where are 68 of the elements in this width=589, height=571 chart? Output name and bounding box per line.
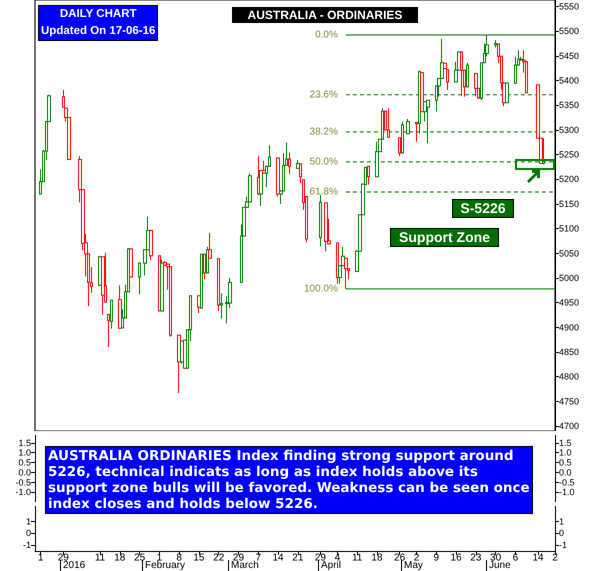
y-tick-label: 5050 — [559, 248, 580, 258]
x-tick-label: 21 — [292, 552, 304, 564]
y-tick-label: 0.5 — [18, 458, 31, 468]
series-label: 23.6% — [310, 89, 338, 100]
candlestick — [319, 194, 322, 247]
y-tick-label: 4800 — [559, 372, 580, 382]
y-tick-label: 5350 — [559, 100, 580, 110]
annotation: AUSTRALIA ORDINARIES Index finding strong support around 5226, technical indicats as long as index holds above its support zone bulls will be favored. Weakness can be seen once index closes and holds below 5226. — [45, 446, 533, 514]
text: March — [228, 560, 259, 571]
y-tick-label: 4900 — [559, 322, 580, 332]
text: May — [401, 560, 423, 571]
x-tick-label: 11 — [352, 552, 363, 564]
y-tick-label: 1 — [26, 516, 31, 526]
text: AUSTRALIA - ORDINARIES — [232, 7, 418, 23]
candlestick — [200, 254, 203, 309]
y-tick-label: 4700 — [559, 421, 580, 432]
annotation: Updated On 17-06-16 — [41, 24, 156, 39]
series-label: 38.2% — [310, 126, 338, 138]
series-label: 50.0% — [310, 156, 338, 168]
y-tick-label: -1 — [22, 540, 31, 550]
series-label: 100.0% — [304, 283, 338, 294]
text: 2016 — [60, 560, 86, 571]
candlestick — [324, 202, 328, 252]
y-tick-label: 0 — [26, 528, 31, 538]
y-tick-label: 1.5 — [18, 438, 31, 448]
y-tick-label: 4750 — [559, 396, 580, 406]
y-tick-label: 5250 — [559, 150, 580, 160]
annotation: DAILY CHART — [58, 7, 138, 22]
y-tick-label: 4850 — [559, 347, 580, 358]
x-tick-label: 22 — [213, 552, 225, 564]
series-label: 0.0% — [315, 30, 338, 41]
x-tick-label: 18 — [371, 552, 383, 564]
y-tick-label: 5450 — [559, 50, 580, 61]
candlestick — [101, 256, 105, 316]
y-tick-label: 0.0 — [18, 467, 31, 478]
candlestick — [474, 73, 478, 97]
x-tick-label: 14 — [532, 552, 544, 564]
candlestick — [160, 259, 164, 312]
candlestick — [138, 262, 141, 295]
y-tick-label: 1.0 — [18, 448, 31, 458]
candlestick — [367, 166, 370, 186]
y-tick-label: 5500 — [559, 26, 580, 36]
candlestick — [387, 108, 390, 138]
x-tick-label: 15 — [193, 552, 205, 564]
y-tick-label: 5550 — [559, 1, 580, 12]
y-tick-label: -1.0 — [15, 487, 31, 498]
candlestick — [336, 242, 339, 284]
annotation: S-5226 — [452, 199, 514, 218]
x-tick-label: 16 — [450, 552, 462, 564]
annotation: Support Zone — [390, 228, 499, 247]
y-tick-label: 5400 — [559, 75, 580, 86]
candlestick — [460, 51, 463, 97]
y-tick-label: -0.5 — [15, 477, 31, 488]
y-tick-label: 5300 — [559, 124, 580, 135]
x-tick-label: 18 — [114, 552, 126, 564]
x-tick-label: 11 — [94, 552, 106, 564]
x-tick-label: 23 — [470, 552, 482, 564]
y-tick-label: 5100 — [559, 224, 580, 234]
y-tick-label: 4950 — [559, 298, 580, 308]
text: June — [486, 560, 511, 571]
x-tick-label: 14 — [272, 552, 284, 564]
candlestick — [177, 334, 181, 394]
y-tick-label: 5000 — [559, 272, 580, 283]
y-tick-label: 5200 — [559, 174, 580, 184]
candlestick — [169, 266, 172, 338]
series-label: 61.8% — [310, 186, 338, 198]
candlestick — [118, 284, 122, 329]
y-tick-label: 5150 — [559, 198, 580, 209]
